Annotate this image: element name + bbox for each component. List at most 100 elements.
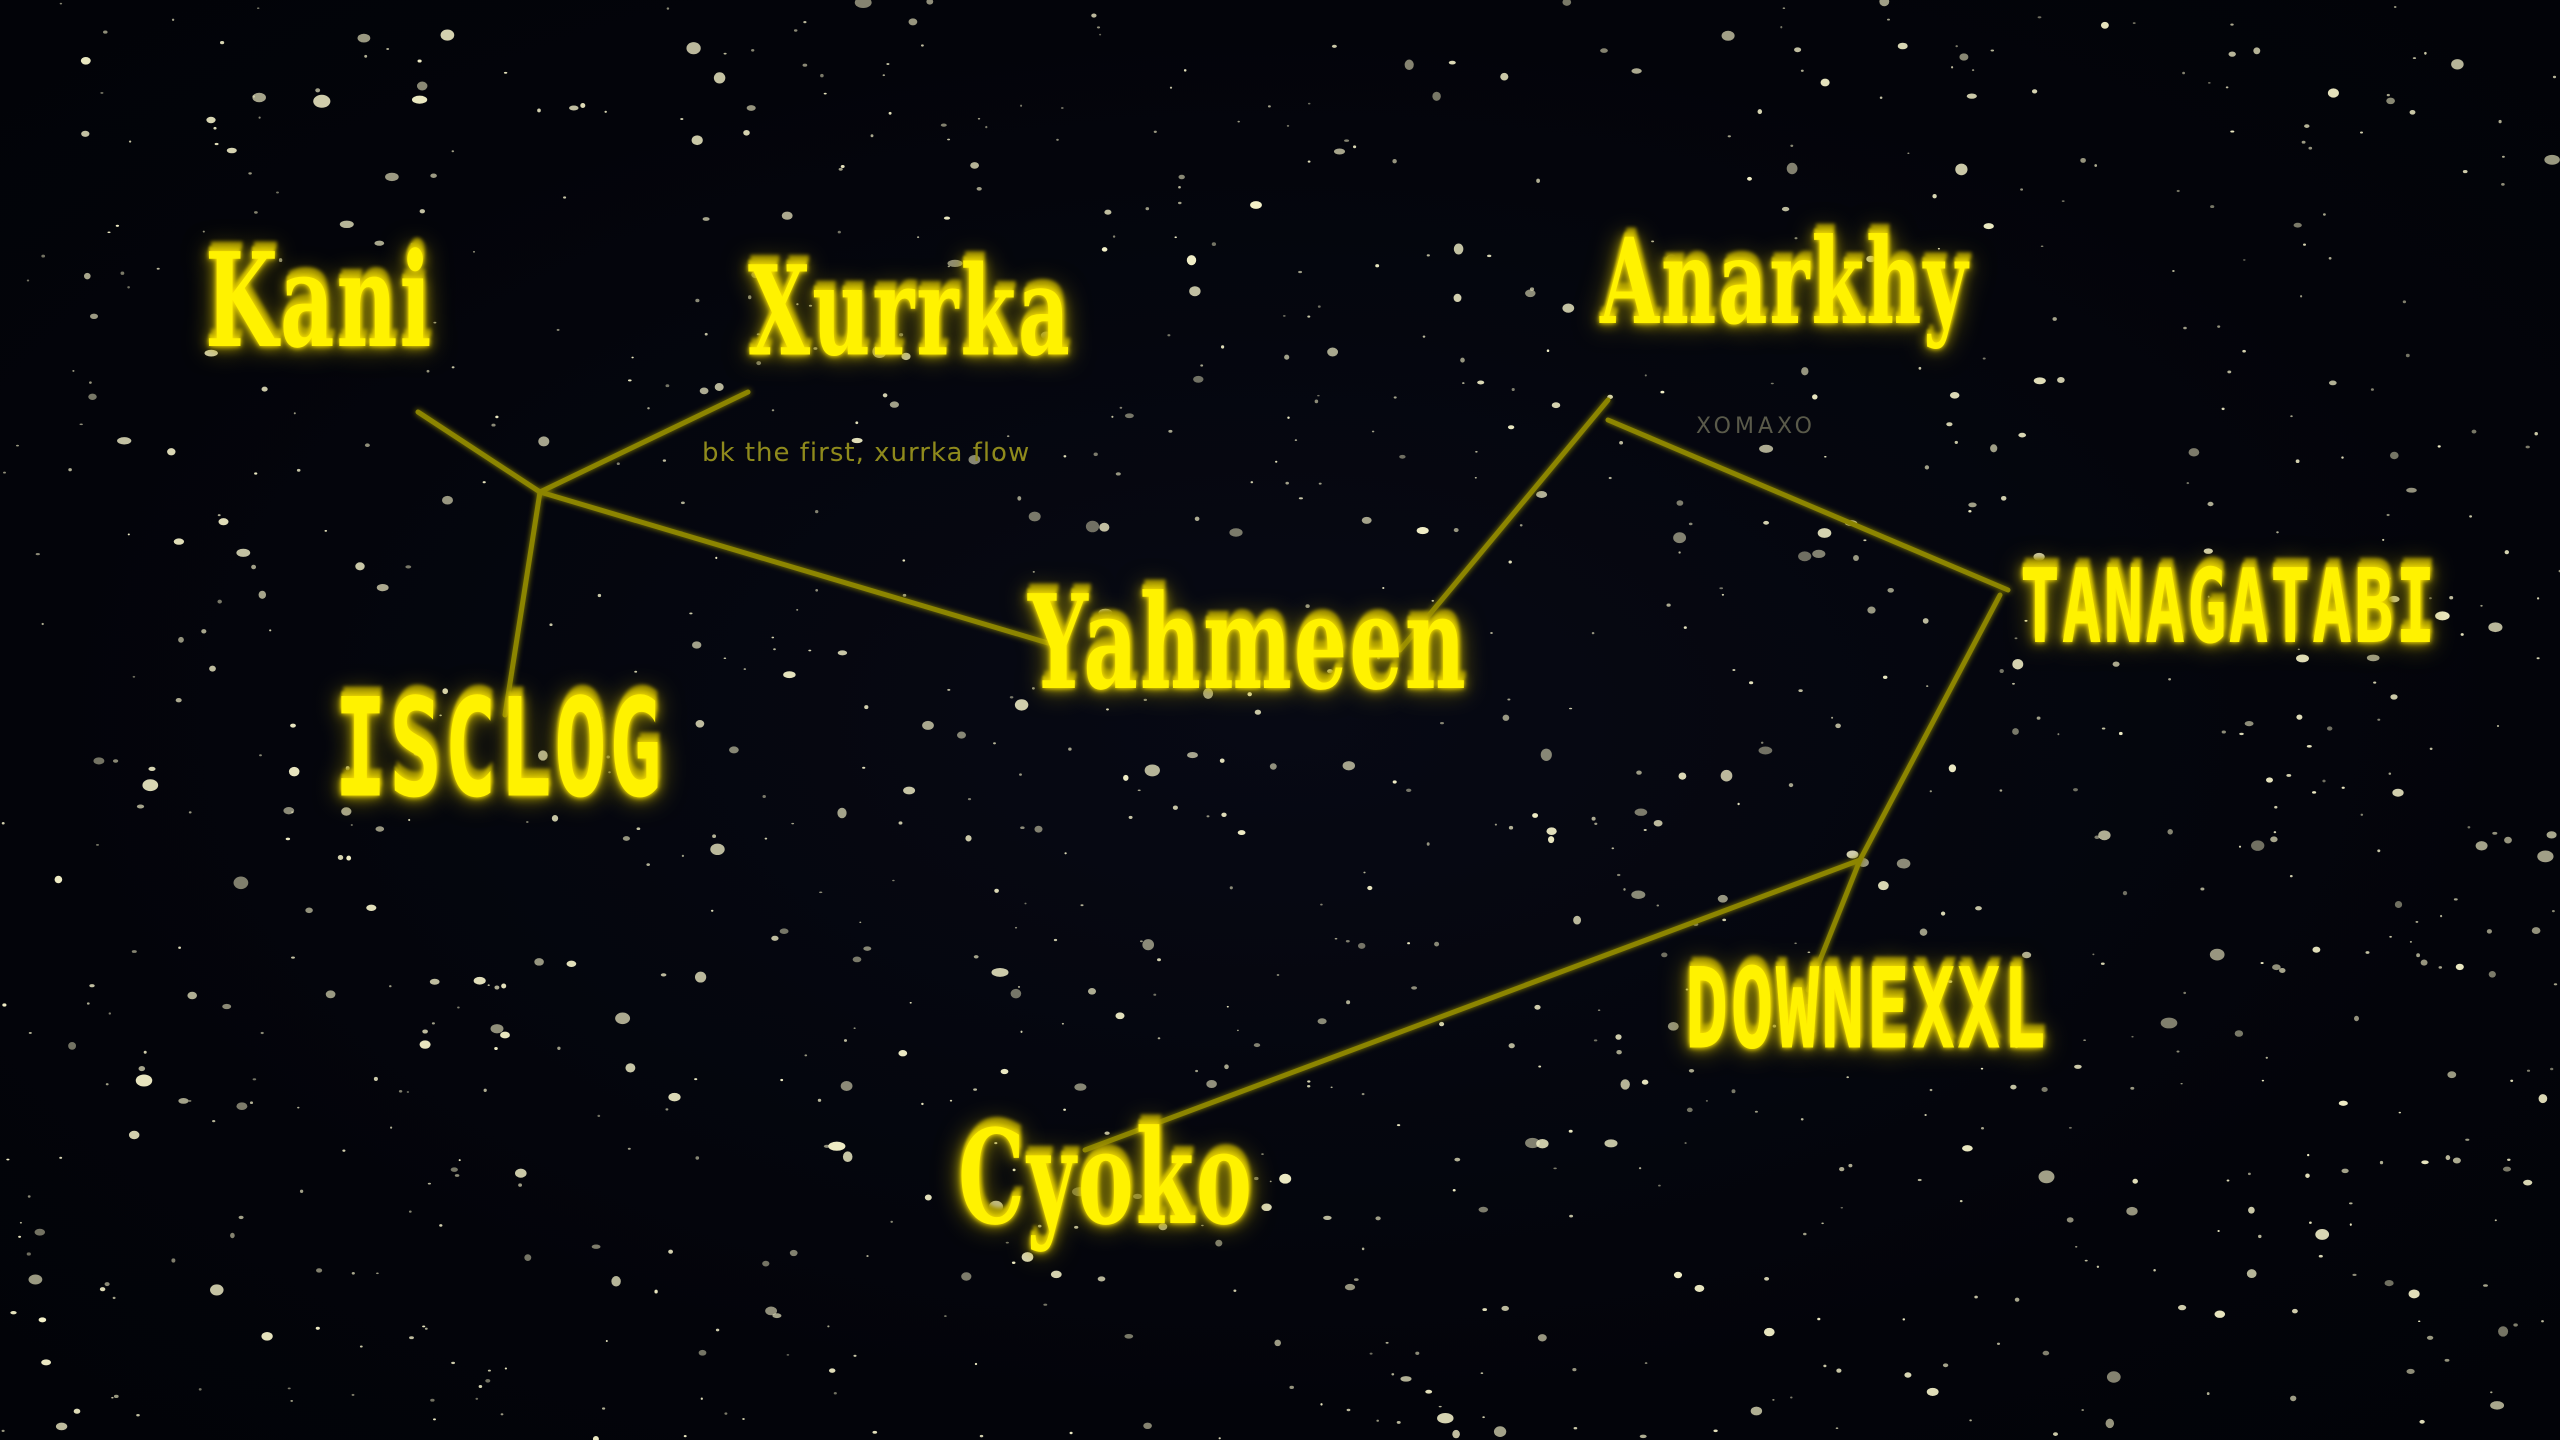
- star: [1996, 1342, 2001, 1345]
- star: [974, 1362, 978, 1366]
- star: [2494, 1219, 2497, 1222]
- star: [204, 349, 218, 357]
- node-xurrka[interactable]: Xurrka: [748, 238, 1072, 384]
- star: [1298, 270, 1303, 274]
- star: [385, 172, 399, 182]
- node-yahmeen[interactable]: Yahmeen: [1028, 566, 1468, 719]
- star: [1112, 235, 1116, 238]
- star: [1172, 805, 1178, 810]
- star: [1848, 1163, 1853, 1168]
- star: [940, 123, 947, 127]
- star: [611, 1276, 621, 1287]
- node-kani[interactable]: Kani: [205, 224, 433, 377]
- star: [1046, 635, 1051, 639]
- star: [901, 352, 911, 361]
- star: [1600, 48, 1608, 53]
- star: [852, 956, 862, 963]
- star: [2253, 47, 2261, 55]
- star: [487, 1369, 491, 1372]
- star: [1014, 699, 1029, 711]
- node-tanagatabi[interactable]: TANAGATABI: [2020, 548, 2437, 667]
- star: [2412, 57, 2417, 59]
- star: [1115, 472, 1121, 476]
- star: [1462, 382, 1465, 385]
- star: [827, 1325, 830, 1328]
- star: [2438, 966, 2443, 969]
- line-kani-hub: [415, 409, 543, 495]
- star: [2327, 88, 2339, 98]
- star: [1298, 497, 1303, 500]
- star: [386, 48, 390, 50]
- star: [1667, 1022, 1679, 1031]
- star: [538, 750, 548, 761]
- star: [359, 1345, 363, 1348]
- star: [2206, 1392, 2210, 1396]
- star: [1474, 476, 1477, 479]
- star: [817, 1098, 822, 1102]
- star: [2303, 243, 2306, 246]
- star: [888, 111, 892, 115]
- star: [214, 142, 219, 146]
- star: [1124, 1333, 1134, 1339]
- star: [1770, 382, 1774, 385]
- node-anarkhy[interactable]: Anarkhy: [1600, 213, 1970, 351]
- star: [68, 1042, 77, 1050]
- star: [2168, 678, 2172, 681]
- star: [2221, 407, 2225, 411]
- star: [1069, 1431, 1073, 1435]
- star: [892, 879, 895, 882]
- node-isclog[interactable]: ISCLOG: [334, 668, 664, 828]
- star: [287, 1387, 291, 1390]
- star: [375, 1272, 379, 1275]
- line-hub-isclog: [502, 489, 543, 718]
- star: [2390, 694, 2398, 700]
- node-downexxl[interactable]: DOWNEXXL: [1685, 944, 2048, 1074]
- star: [1344, 139, 1350, 142]
- star: [128, 1130, 140, 1140]
- star: [112, 759, 119, 763]
- star: [1, 821, 5, 825]
- star: [1406, 788, 1412, 792]
- star: [2080, 157, 2086, 163]
- star: [1287, 416, 1290, 419]
- star: [947, 259, 963, 267]
- star: [1020, 826, 1025, 830]
- star: [2537, 850, 2554, 863]
- star: [1416, 527, 1429, 535]
- star: [1907, 152, 1910, 155]
- star: [994, 888, 999, 893]
- star: [1012, 1168, 1016, 1172]
- star: [442, 688, 449, 695]
- star: [1508, 560, 1512, 564]
- star: [132, 675, 136, 678]
- node-cyoko[interactable]: Cyoko: [958, 1101, 1254, 1254]
- star: [764, 837, 768, 840]
- star: [872, 344, 887, 359]
- star: [258, 116, 261, 119]
- star: [1454, 1157, 1461, 1162]
- star: [1153, 993, 1157, 996]
- star: [2379, 1160, 2384, 1165]
- star: [95, 844, 100, 846]
- star: [1142, 939, 1155, 951]
- star: [970, 1198, 978, 1206]
- star: [680, 118, 684, 120]
- star: [713, 72, 726, 84]
- star: [357, 33, 371, 43]
- star: [689, 612, 693, 615]
- star: [704, 332, 708, 336]
- star: [107, 231, 111, 234]
- star: [2453, 898, 2458, 901]
- star: [1320, 1403, 1323, 1406]
- star: [1982, 357, 1986, 360]
- star: [1942, 1363, 1949, 1368]
- star: [1782, 7, 1786, 10]
- star: [1676, 500, 1684, 506]
- star: [1572, 1367, 1577, 1372]
- star: [1683, 626, 1687, 629]
- star: [606, 755, 610, 759]
- star: [1098, 608, 1113, 617]
- star: [1087, 987, 1097, 995]
- star: [985, 125, 988, 129]
